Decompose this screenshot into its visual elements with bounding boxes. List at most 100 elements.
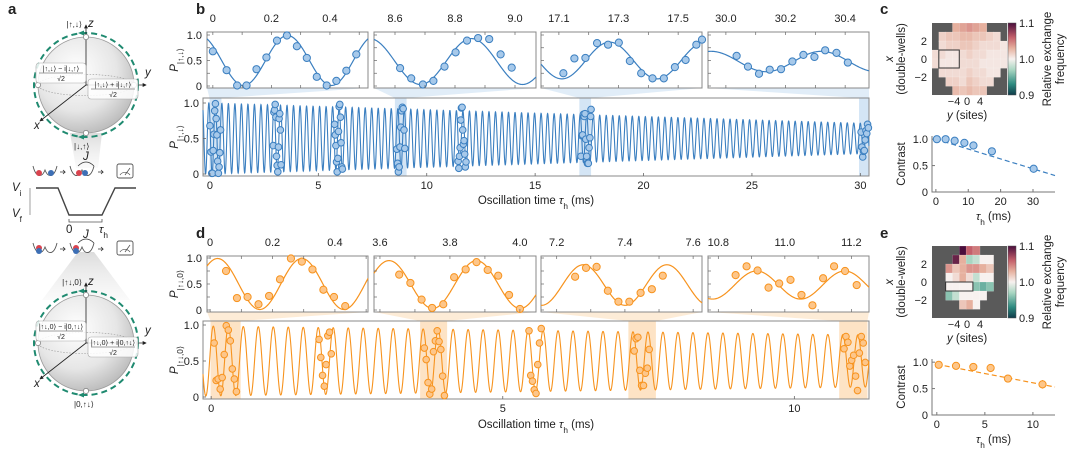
main-data-point: [325, 328, 334, 337]
main-data-point: [315, 335, 323, 344]
inset-data-point: [221, 266, 231, 276]
inset-data-point: [474, 33, 483, 43]
main-data-point: [322, 360, 330, 369]
main-data-point: [639, 381, 648, 390]
inset-data-point: [681, 55, 690, 65]
inset-data-point: [254, 300, 263, 309]
inset-b-2: 8.6 8.8 9.0: [373, 13, 537, 89]
y-axis-label: x (double-wells): [884, 246, 908, 318]
inset-data-point: [603, 286, 612, 295]
main-data-point: [429, 347, 438, 356]
inset-data-point: [648, 74, 657, 83]
inset-data-point: [440, 62, 449, 71]
x-tick-label: 20: [637, 180, 649, 192]
heatmap-cell: [952, 40, 960, 51]
inset-data-point: [341, 302, 350, 311]
inset-data-point: [843, 58, 852, 67]
zoom-window-band: [394, 98, 407, 176]
main-data-point: [317, 353, 325, 362]
heatmap-cell: [965, 67, 974, 78]
main-data-point: [585, 143, 593, 152]
main-data-point: [401, 144, 409, 153]
main-data-point: [535, 339, 544, 347]
heatmap-cell: [965, 272, 974, 283]
inset-data-point: [658, 271, 667, 280]
y-tick-label: 0.5: [913, 384, 928, 396]
contrast-data-point: [987, 147, 996, 156]
heatmap-cell: [952, 263, 960, 274]
x-axis-label: τh (ms): [976, 211, 1011, 227]
unit: (ms): [985, 434, 1011, 446]
main-data-point: [226, 337, 235, 345]
state-point: [83, 130, 89, 136]
heatmap-cell: [938, 31, 947, 42]
inset-data-point: [308, 265, 317, 274]
main-data-point: [209, 146, 217, 155]
svg-text:frequency: frequency: [1055, 34, 1067, 85]
inset-y-tick-label: 1.0: [187, 30, 202, 42]
heatmap-cell: [965, 85, 974, 96]
y-tick-label: 0: [193, 169, 199, 181]
x-axis: [39, 342, 87, 380]
x-tick-label: 10: [962, 196, 974, 208]
inset-data-point: [322, 81, 331, 90]
inset-data-point: [647, 285, 656, 294]
h-subscript: h: [563, 202, 568, 211]
inset-b-3: 17.1 17.3 17.5: [540, 13, 707, 89]
y-tick-label: 0: [921, 277, 927, 289]
svg-text:Relative exchange: Relative exchange: [1042, 235, 1054, 330]
atom: [82, 170, 88, 176]
heatmap-cell: [959, 290, 967, 301]
highlight-region: [945, 281, 974, 292]
y-symbol: y: [946, 333, 954, 345]
contrast-axes: [931, 136, 1055, 193]
heatmap-cell: [965, 49, 974, 60]
inset-d-2: 3.6 3.8 4.0: [372, 237, 537, 314]
inset-data-point: [581, 53, 590, 63]
main-fit-curve: [202, 101, 870, 175]
heatmap-cell: [972, 272, 981, 283]
main-data-point: [334, 154, 342, 163]
main-data-point: [273, 168, 282, 176]
heatmap-cell: [979, 290, 987, 301]
inset-x-tick-label: 0.4: [322, 13, 337, 25]
heatmap-cell: [959, 76, 967, 87]
inset-data-point: [243, 292, 252, 302]
z-axis-label: z: [87, 18, 94, 30]
time-zero-label: 0: [66, 224, 72, 236]
inset-data-point: [625, 297, 634, 306]
step-arrow-icon: [60, 169, 66, 175]
y-tick-label: 2: [921, 36, 927, 48]
heatmap-cell: [959, 254, 967, 265]
heatmap-cell: [965, 299, 974, 310]
heatmap-cell: [959, 85, 967, 96]
main-data-point: [276, 126, 285, 134]
heatmap-cell: [952, 281, 960, 292]
heatmap-cell: [986, 67, 994, 78]
inset-d-4: 10.8 11.0 11.2: [707, 237, 870, 313]
V-symbol: V: [12, 208, 21, 220]
xlabel-text: (sites): [953, 333, 988, 345]
inset-data-point: [507, 63, 516, 72]
heatmap-cell: [979, 76, 987, 87]
inset-x-tick-label: 0.4: [327, 237, 342, 249]
main-data-point: [586, 133, 594, 142]
state-point: [83, 34, 89, 40]
inset-data-point: [808, 301, 817, 310]
heatmap-cell: [945, 76, 953, 87]
xlabel-text: Oscillation time: [478, 419, 559, 431]
panel-c: 20−2−4 0 4y (sites)x (double-wells) 1.11.00.…: [884, 12, 1067, 227]
main-data-point: [437, 345, 445, 354]
heatmap-cell: [986, 58, 994, 69]
double-well-potential: [69, 165, 95, 176]
heatmap-cell: [952, 272, 960, 283]
main-y-axis-label: P|↑,↓⟩: [169, 125, 185, 149]
main-data-point: [634, 333, 642, 342]
x-tick-label: 4: [977, 96, 983, 108]
inset-x-tick-label: 4.0: [512, 237, 527, 249]
heatmap-cell: [945, 58, 953, 69]
main-data-point: [334, 127, 343, 136]
inset-data-point: [450, 273, 459, 282]
svg-text:x: x: [884, 278, 896, 286]
inset-data-point: [332, 76, 341, 86]
